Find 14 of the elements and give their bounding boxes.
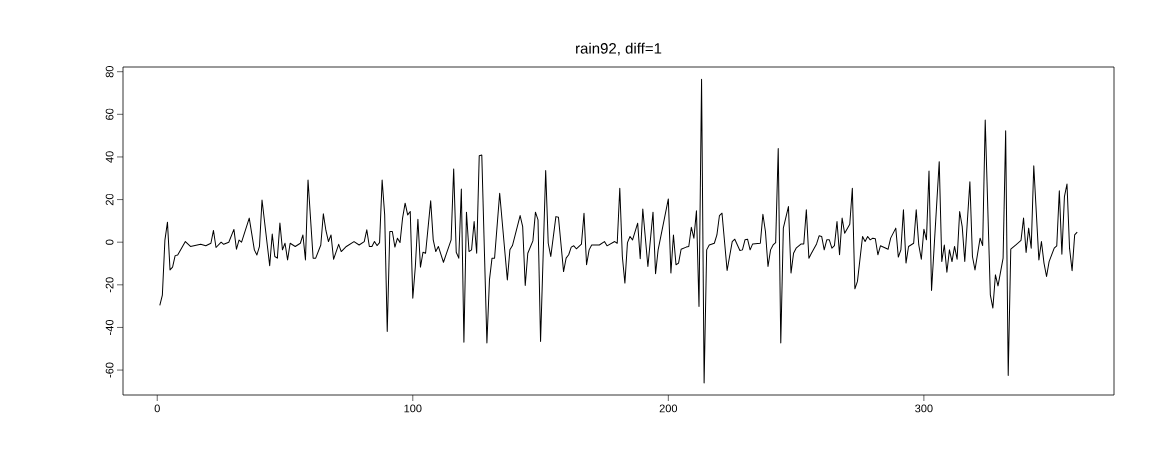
y-tick-label: -40 [105,319,114,335]
y-tick-label: -20 [105,277,114,293]
chart-title: rain92, diff=1 [576,42,662,56]
x-tick-label: 300 [915,404,933,413]
x-tick-label: 200 [659,404,678,413]
x-tick-label: 100 [404,404,422,413]
y-tick-label: 40 [105,151,114,163]
y-tick-label: 0 [105,239,114,245]
y-tick-label: 80 [105,66,114,78]
y-tick-label: 60 [105,108,114,120]
y-tick-label: 20 [105,193,114,206]
x-tick-label: 0 [154,404,160,413]
line-series [159,78,1078,384]
y-tick-label: -60 [105,362,114,378]
